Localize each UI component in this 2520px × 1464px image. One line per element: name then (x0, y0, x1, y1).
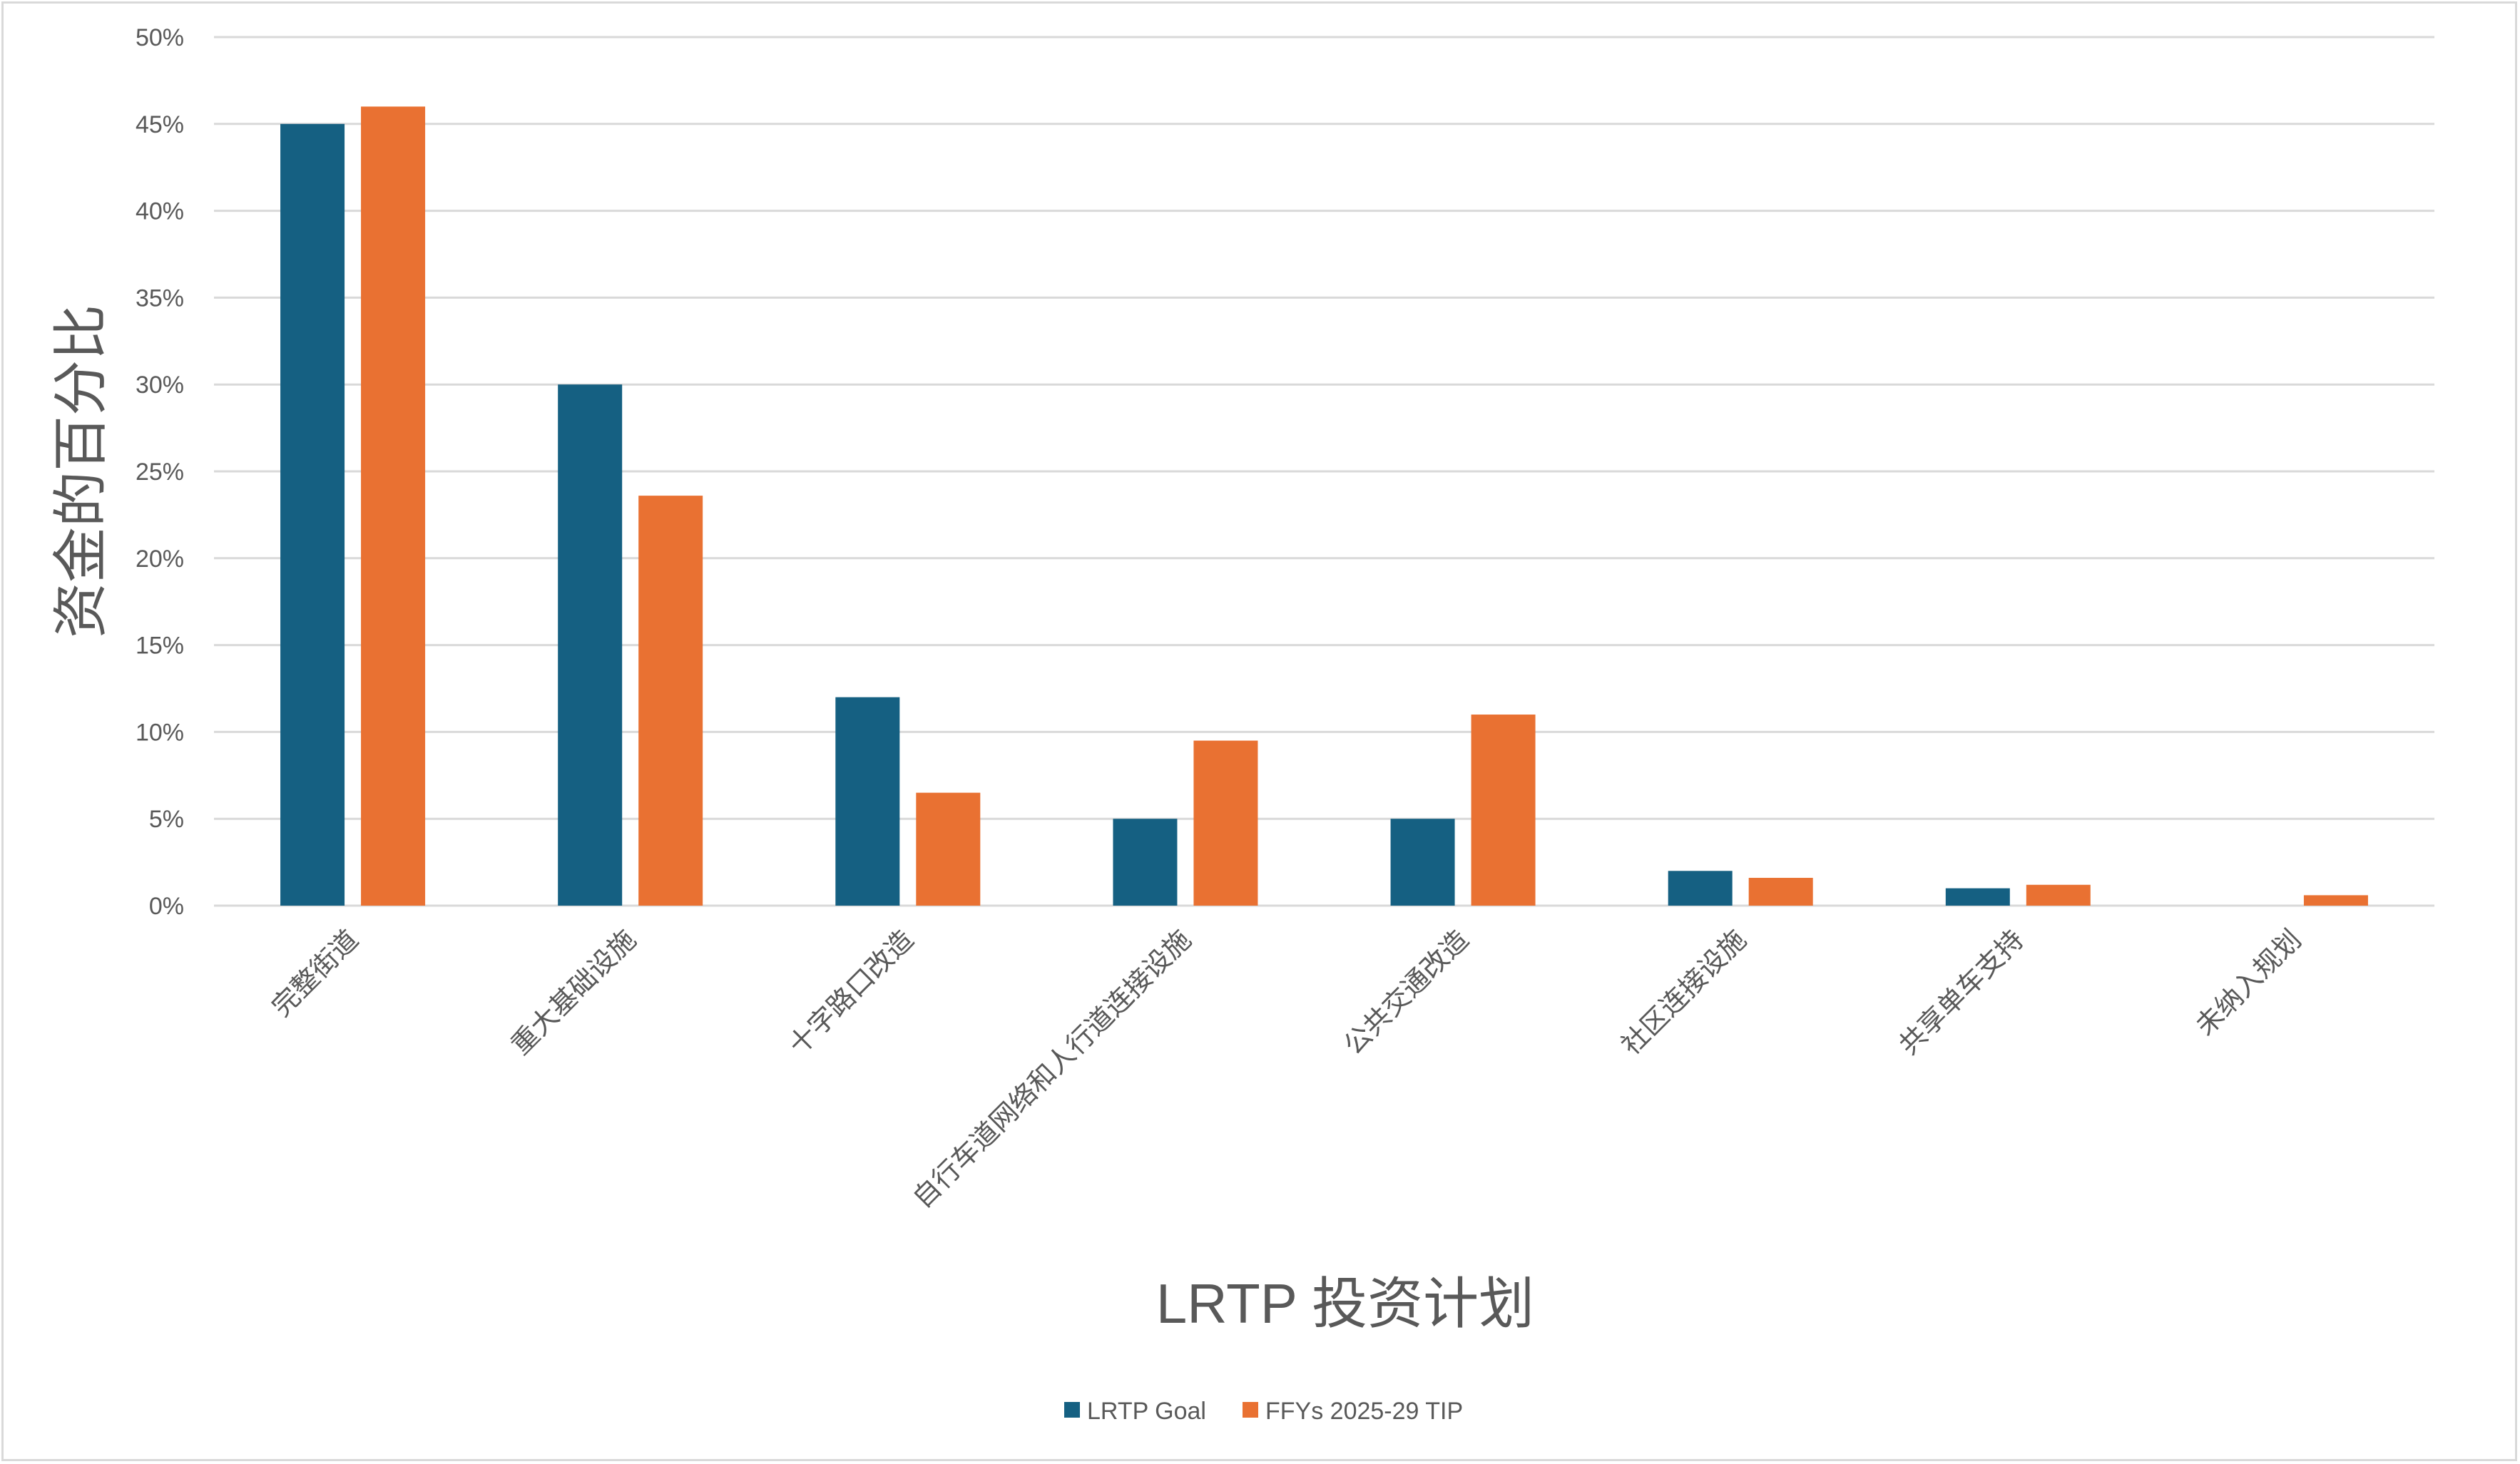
bar-tip-6 (2026, 884, 2091, 906)
bar-tip-0 (361, 106, 426, 906)
y-tick-label: 15% (136, 633, 184, 660)
bar-lrtp-goal-5 (1668, 871, 1733, 906)
y-tick-label: 45% (136, 111, 184, 138)
x-category-label: 重大基础设施 (506, 925, 642, 1061)
legend-swatch (1064, 1402, 1080, 1418)
x-category-label: 公共交通改造 (1338, 925, 1474, 1061)
bar-lrtp-goal-0 (280, 123, 345, 906)
x-category-label: 社区连接设施 (1616, 925, 1753, 1061)
y-tick-label: 25% (136, 459, 184, 486)
bar-tip-4 (1471, 715, 1536, 906)
y-tick-label: 30% (136, 372, 184, 399)
legend-swatch (1243, 1402, 1258, 1418)
bar-lrtp-goal-2 (835, 697, 900, 906)
y-tick-label: 35% (136, 285, 184, 312)
y-axis-title: 资金的百分比 (49, 304, 112, 638)
y-tick-label: 20% (136, 546, 184, 573)
y-tick-label: 0% (149, 893, 184, 920)
bar-tip-5 (1748, 878, 1813, 906)
y-tick-label: 5% (149, 806, 184, 833)
legend-label: LRTP Goal (1087, 1398, 1206, 1425)
y-tick-label: 40% (136, 198, 184, 225)
legend-label: FFYs 2025-29 TIP (1265, 1398, 1463, 1425)
x-category-label: 完整街道 (267, 925, 364, 1023)
bar-lrtp-goal-3 (1113, 819, 1178, 906)
bar-tip-7 (2303, 895, 2368, 906)
x-category-label: 共享单车支持 (1894, 925, 2030, 1061)
bar-lrtp-goal-6 (1945, 888, 2010, 906)
x-category-label: 未纳入规划 (2190, 925, 2307, 1042)
y-tick-label: 50% (136, 24, 184, 51)
bar-tip-2 (916, 792, 981, 906)
x-category-label: 自行车道网络和人行道连接设施 (907, 925, 1197, 1214)
y-tick-label: 10% (136, 719, 184, 746)
bar-tip-1 (638, 496, 703, 906)
bar-tip-3 (1193, 740, 1258, 906)
bar-lrtp-goal-4 (1390, 819, 1455, 906)
x-axis-title: LRTP 投资计划 (1156, 1272, 1534, 1335)
bar-lrtp-goal-1 (558, 384, 623, 906)
x-category-label: 十字路口改造 (783, 925, 919, 1061)
